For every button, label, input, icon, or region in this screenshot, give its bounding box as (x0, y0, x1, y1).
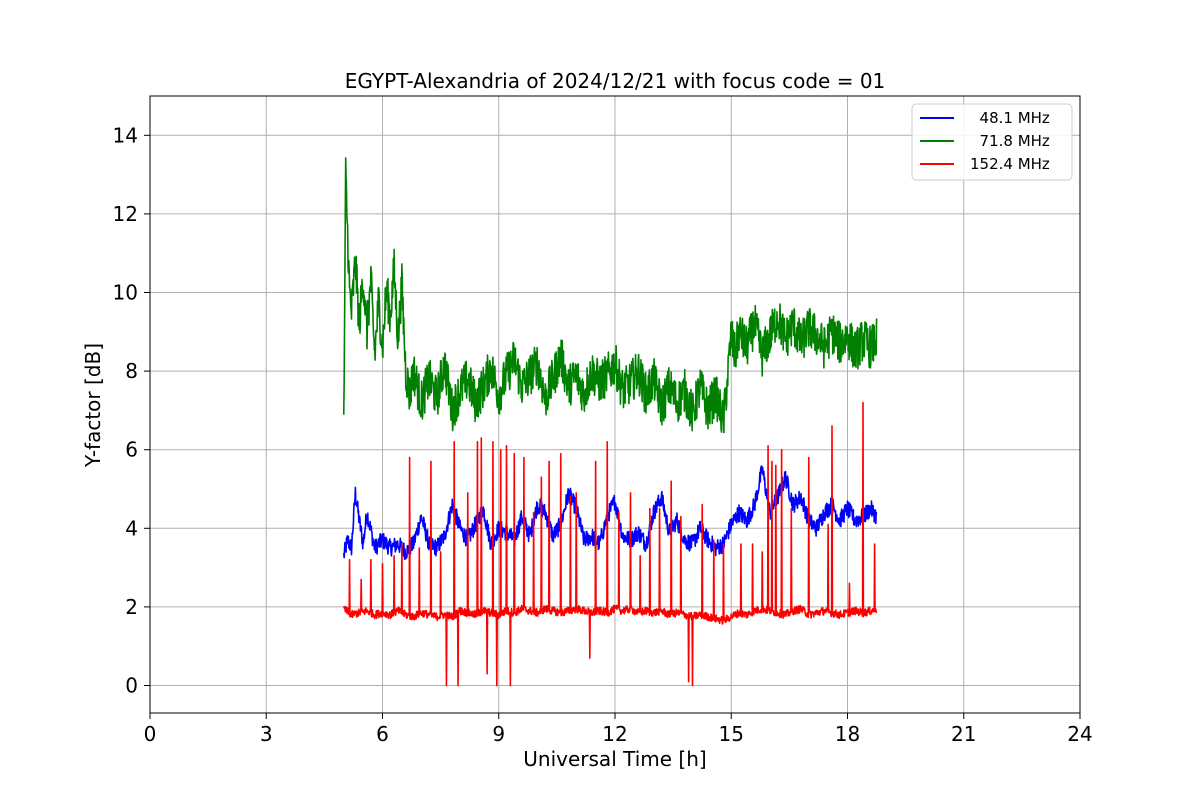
y-tick-label: 8 (125, 359, 138, 383)
legend-entry-0: 48.1 MHz (970, 109, 1050, 127)
x-axis-label: Universal Time [h] (523, 747, 706, 771)
y-tick-label: 14 (113, 123, 138, 147)
x-tick-label: 24 (1067, 722, 1092, 746)
legend-box (911, 103, 1073, 181)
series-layer (342, 157, 878, 687)
x-tick-label: 3 (260, 722, 273, 746)
x-tick-label: 18 (835, 722, 860, 746)
y-tick-label: 10 (113, 280, 138, 304)
y-tick-label: 4 (125, 516, 138, 540)
x-tick-label: 9 (492, 722, 505, 746)
grid-layer (149, 96, 1081, 713)
series-line-1 (342, 157, 878, 434)
x-tick-label: 6 (376, 722, 389, 746)
x-tick-label: 0 (144, 722, 157, 746)
legend-entry-2: 152.4 MHz (970, 155, 1050, 173)
y-tick-label: 12 (113, 202, 138, 226)
legend-entry-1: 71.8 MHz (970, 132, 1050, 150)
chart-title: EGYPT-Alexandria of 2024/12/21 with focu… (345, 69, 886, 93)
x-tick-label: 15 (719, 722, 744, 746)
series-line-0 (342, 465, 878, 560)
y-tick-label: 2 (125, 595, 138, 619)
legend: 48.1 MHz 71.8 MHz 152.4 MHz (911, 103, 1073, 181)
series-line-2 (343, 401, 878, 687)
y-axis-label: Y-factor [dB] (81, 343, 105, 468)
y-tick-label: 6 (125, 438, 138, 462)
x-tick-label: 21 (951, 722, 976, 746)
y-tick-label: 0 (125, 673, 138, 697)
x-tick-label: 12 (602, 722, 627, 746)
